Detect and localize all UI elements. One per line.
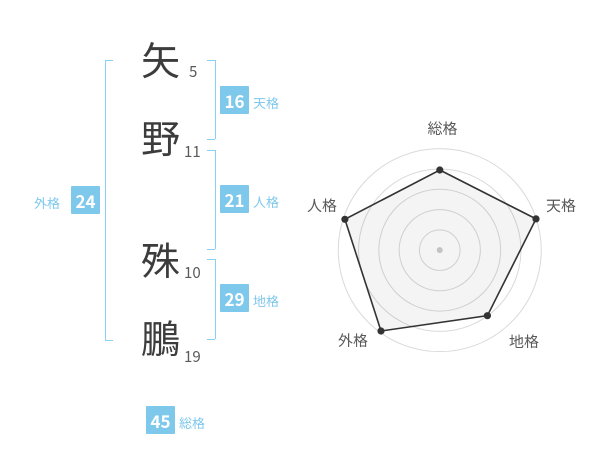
svg-text:外格: 外格 [338,330,368,351]
svg-text:総格: 総格 [427,118,457,139]
svg-text:人格: 人格 [307,195,337,216]
svg-text:天格: 天格 [546,195,576,216]
svg-text:地格: 地格 [509,331,539,352]
